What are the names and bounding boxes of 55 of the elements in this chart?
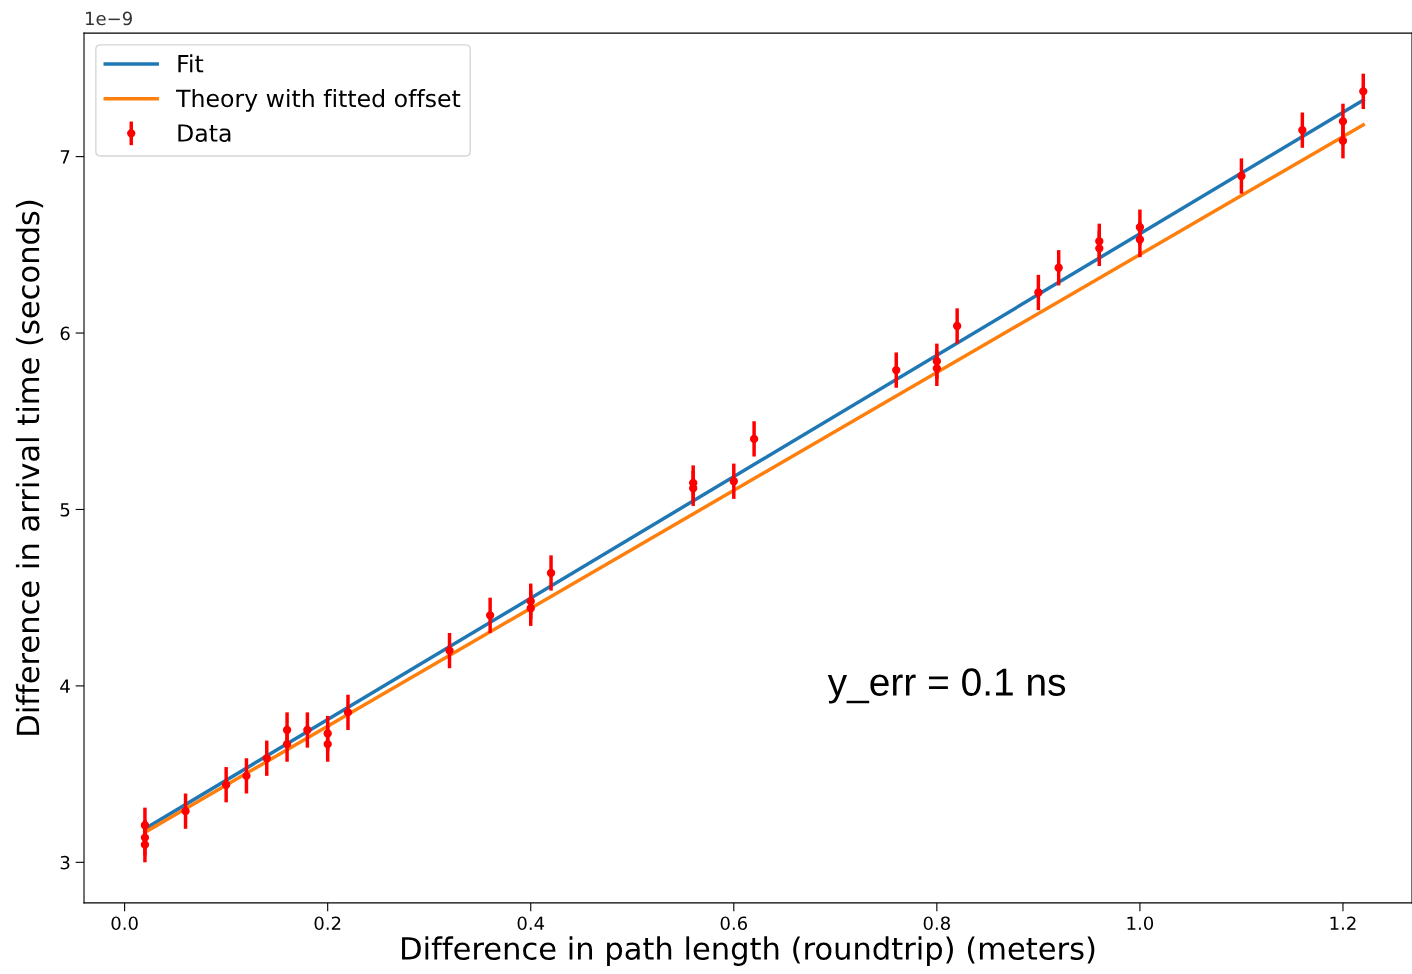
legend-label: Data xyxy=(178,124,231,142)
point xyxy=(526,604,535,613)
point xyxy=(932,364,942,373)
point xyxy=(932,357,942,366)
point xyxy=(1359,87,1368,96)
point xyxy=(749,434,759,444)
x-tick-label: 1.2 xyxy=(1330,916,1356,930)
point xyxy=(140,833,150,842)
x-tick-label: 1.0 xyxy=(1127,916,1154,931)
point xyxy=(262,754,271,763)
point xyxy=(282,739,292,749)
point xyxy=(1095,244,1104,253)
x-axis-title: Difference in path length (roundtrip) (meters) xyxy=(402,936,1095,966)
point xyxy=(323,739,332,749)
point xyxy=(1135,223,1145,232)
point xyxy=(1338,136,1348,145)
y-tick-label: 6 xyxy=(60,326,70,341)
y-tick-label: 3 xyxy=(60,855,70,870)
point xyxy=(1237,171,1246,181)
point xyxy=(1095,237,1104,246)
point xyxy=(1338,117,1348,126)
point xyxy=(221,780,231,789)
annotation: y_err = 0.1 ns xyxy=(827,668,1066,704)
legend-label: Fit xyxy=(178,54,204,73)
y-tick-label: 7 xyxy=(60,150,70,164)
point xyxy=(1135,235,1145,244)
point xyxy=(445,646,454,655)
point xyxy=(952,321,962,331)
x-tick-label: 0.8 xyxy=(923,916,950,931)
point xyxy=(1298,125,1307,135)
point xyxy=(282,725,292,735)
x-tick-label: 0.4 xyxy=(517,916,545,931)
point xyxy=(140,840,150,849)
text: 1e−9 xyxy=(86,11,132,26)
point xyxy=(892,365,901,375)
y-tick-label: 4 xyxy=(60,679,70,693)
point xyxy=(485,611,495,620)
point xyxy=(140,821,150,830)
point xyxy=(526,597,535,606)
point xyxy=(242,771,251,781)
x-tick-label: 0.2 xyxy=(314,916,341,931)
point xyxy=(323,729,332,738)
point xyxy=(546,568,556,578)
legend-label: Theory with fitted offset xyxy=(176,89,461,112)
point xyxy=(343,708,353,717)
point xyxy=(1054,263,1063,272)
point xyxy=(181,806,190,816)
point xyxy=(1034,288,1043,297)
point xyxy=(303,725,312,735)
point xyxy=(689,484,698,493)
y-axis-title: Difference in arrival time (seconds) xyxy=(15,200,44,735)
x-tick-label: 0.0 xyxy=(111,916,138,931)
x-tick-label: 0.6 xyxy=(720,916,748,931)
point xyxy=(729,477,738,486)
y-tick-label: 5 xyxy=(60,503,70,517)
